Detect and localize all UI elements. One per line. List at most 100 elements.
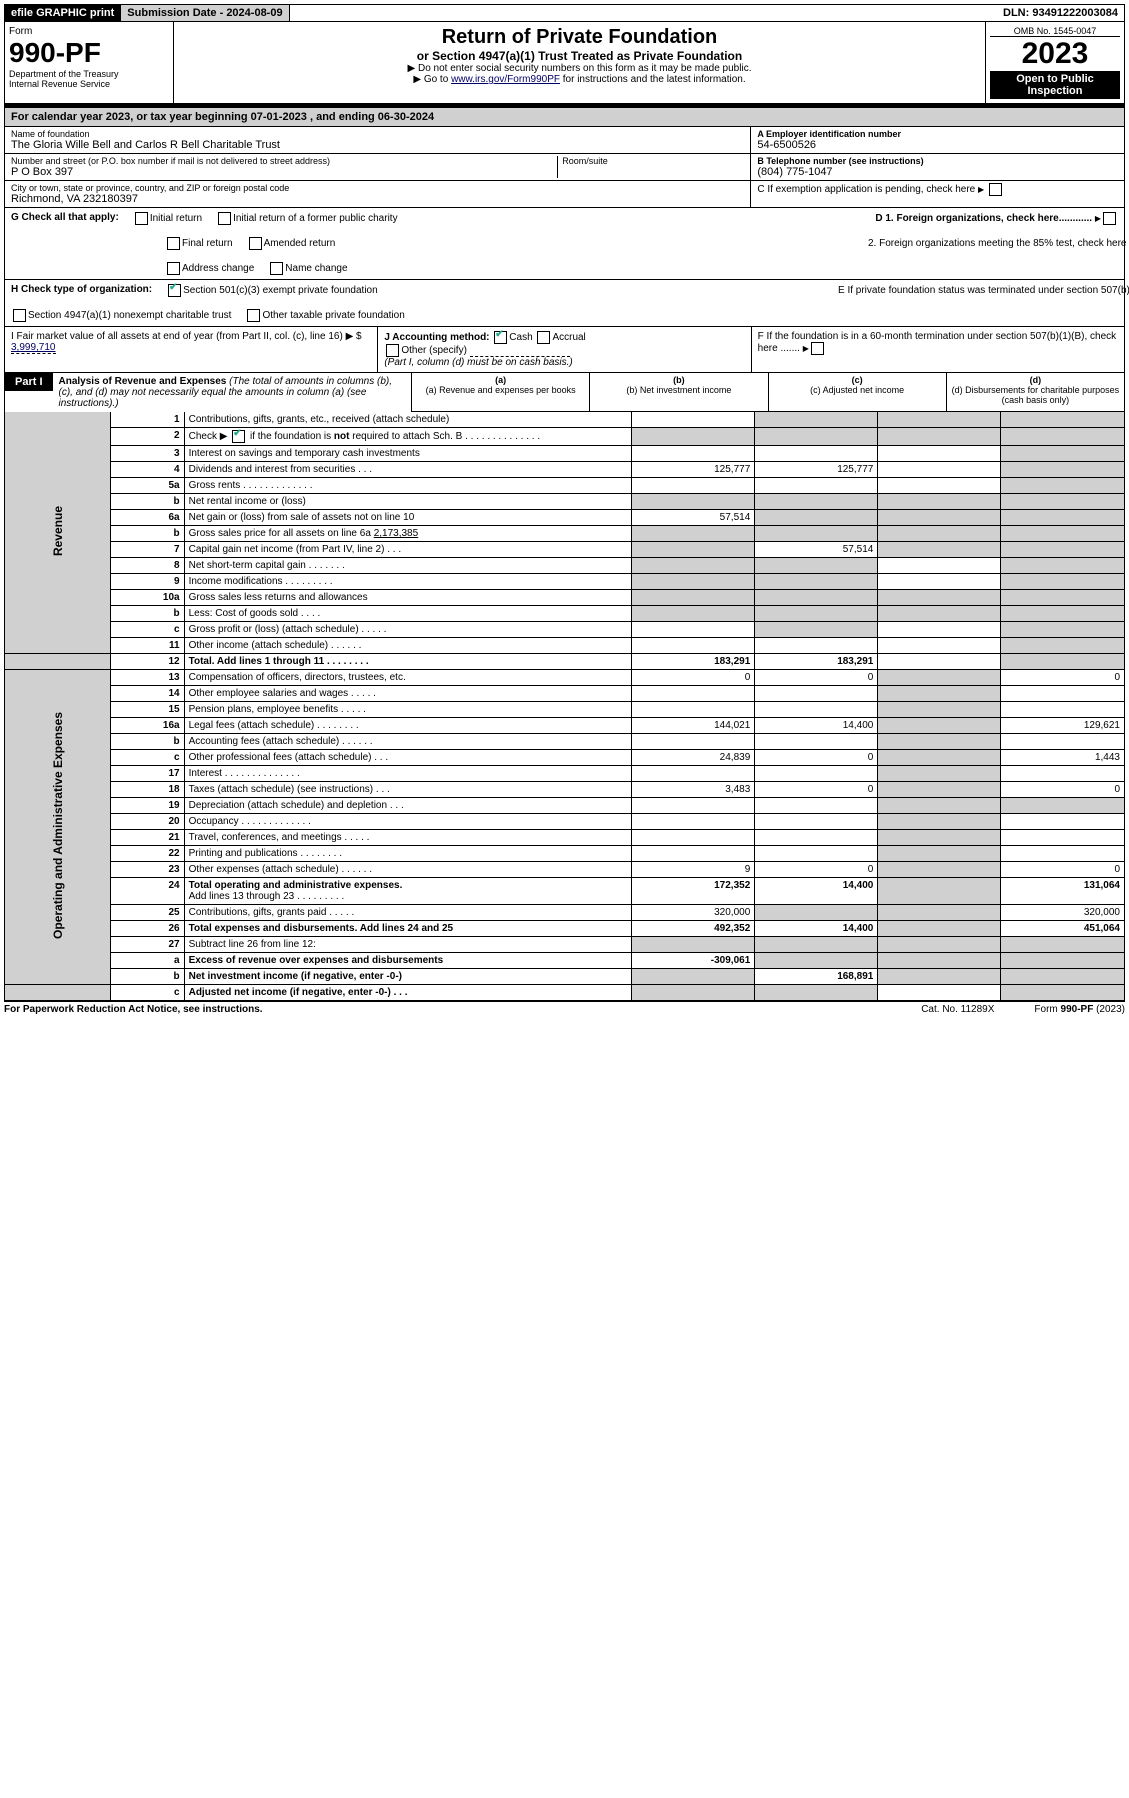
j-accrual-checkbox[interactable]	[537, 331, 550, 344]
r4: Dividends and interest from securities .…	[184, 462, 632, 478]
h1-checkbox[interactable]	[168, 284, 181, 297]
ln: 11	[111, 638, 184, 654]
tax-year: 2023	[990, 37, 1120, 71]
r18: Taxes (attach schedule) (see instruction…	[184, 782, 632, 798]
ln: 18	[111, 782, 184, 798]
ln: 23	[111, 862, 184, 878]
col-d-text: (d) Disbursements for charitable purpose…	[952, 385, 1120, 405]
arrow-icon	[1095, 213, 1101, 224]
d1-checkbox[interactable]	[1103, 212, 1116, 225]
r5a: Gross rents . . . . . . . . . . . . .	[184, 478, 632, 494]
ln: b	[111, 526, 184, 542]
r6b-pre: Gross sales price for all assets on line…	[189, 528, 371, 539]
ln: 9	[111, 574, 184, 590]
part1-header: Part I Analysis of Revenue and Expenses …	[5, 373, 1124, 412]
r27c: Adjusted net income (if negative, enter …	[184, 985, 632, 1001]
g5: Address change	[182, 263, 254, 274]
ln: 2	[111, 428, 184, 446]
g5-checkbox[interactable]	[167, 262, 180, 275]
part1-table: Revenue 1Contributions, gifts, grants, e…	[5, 412, 1124, 1001]
g4-checkbox[interactable]	[249, 237, 262, 250]
ln: c	[111, 622, 184, 638]
j-accrual: Accrual	[552, 332, 585, 343]
goto-post: for instructions and the latest informat…	[563, 74, 746, 85]
i-label: I Fair market value of all assets at end…	[11, 331, 362, 342]
dept-2: Internal Revenue Service	[9, 79, 169, 89]
form-label: Form	[9, 26, 169, 37]
f-checkbox[interactable]	[811, 342, 824, 355]
r24: Total operating and administrative expen…	[184, 878, 632, 905]
r2: Check ▶ if the foundation is not require…	[184, 428, 632, 446]
ln: b	[111, 969, 184, 985]
ein-label: A Employer identification number	[757, 129, 1118, 139]
ln: b	[111, 606, 184, 622]
c-text: C If exemption application is pending, c…	[757, 184, 975, 195]
ln: 17	[111, 766, 184, 782]
ln: 16a	[111, 718, 184, 734]
r16ca: 24,839	[632, 750, 755, 766]
r10c: Gross profit or (loss) (attach schedule)…	[184, 622, 632, 638]
g2-checkbox[interactable]	[218, 212, 231, 225]
r27aa: -309,061	[632, 953, 755, 969]
i-value-link[interactable]: 3,999,710	[11, 342, 56, 354]
r6b-val: 2,173,385	[374, 528, 419, 539]
ln: 5a	[111, 478, 184, 494]
h2-checkbox[interactable]	[13, 309, 26, 322]
col-c-text: (c) Adjusted net income	[810, 385, 904, 395]
r18b: 0	[755, 782, 878, 798]
r24vb: 14,400	[755, 878, 878, 905]
ij-row: I Fair market value of all assets at end…	[4, 327, 1125, 373]
r27: Subtract line 26 from line 12:	[184, 937, 632, 953]
ln: c	[111, 750, 184, 766]
form-number: 990-PF	[9, 37, 169, 69]
j-other-checkbox[interactable]	[386, 344, 399, 357]
side-revenue: Revenue	[51, 506, 65, 556]
g3-checkbox[interactable]	[167, 237, 180, 250]
g6-checkbox[interactable]	[270, 262, 283, 275]
r7b: 57,514	[755, 542, 878, 558]
r9: Income modifications . . . . . . . . .	[184, 574, 632, 590]
ln: 3	[111, 446, 184, 462]
g1-checkbox[interactable]	[135, 212, 148, 225]
g6: Name change	[285, 263, 347, 274]
ln: a	[111, 953, 184, 969]
r25: Contributions, gifts, grants paid . . . …	[184, 905, 632, 921]
r16aa: 144,021	[632, 718, 755, 734]
r5b: Net rental income or (loss)	[184, 494, 632, 510]
r16ab: 14,400	[755, 718, 878, 734]
r4a: 125,777	[632, 462, 755, 478]
city-label: City or town, state or province, country…	[11, 183, 744, 193]
irs-link[interactable]: www.irs.gov/Form990PF	[451, 74, 560, 85]
r26: Total expenses and disbursements. Add li…	[184, 921, 632, 937]
r16cd: 1,443	[1001, 750, 1124, 766]
ln: 22	[111, 846, 184, 862]
j-cash-checkbox[interactable]	[494, 331, 507, 344]
col-c: (c)(c) Adjusted net income	[769, 373, 947, 412]
form-subtitle: or Section 4947(a)(1) Trust Treated as P…	[178, 49, 981, 63]
col-b-text: (b) Net investment income	[626, 385, 731, 395]
r23b: 0	[755, 862, 878, 878]
foundation-name: The Gloria Wille Bell and Carlos R Bell …	[11, 139, 744, 151]
ln: 15	[111, 702, 184, 718]
r8: Net short-term capital gain . . . . . . …	[184, 558, 632, 574]
r10b: Less: Cost of goods sold . . . .	[184, 606, 632, 622]
form-header: Form 990-PF Department of the Treasury I…	[4, 22, 1125, 104]
calendar-bar: For calendar year 2023, or tax year begi…	[4, 108, 1125, 127]
addr-label: Number and street (or P.O. box number if…	[11, 156, 557, 166]
g3: Final return	[182, 238, 233, 249]
h2: Section 4947(a)(1) nonexempt charitable …	[28, 310, 231, 321]
j-note: (Part I, column (d) must be on cash basi…	[384, 357, 572, 368]
r2-checkbox[interactable]	[232, 430, 245, 443]
ein: 54-6500526	[757, 139, 1118, 151]
r3: Interest on savings and temporary cash i…	[184, 446, 632, 462]
r27bb: 168,891	[755, 969, 878, 985]
r20: Occupancy . . . . . . . . . . . . .	[184, 814, 632, 830]
r1: Contributions, gifts, grants, etc., rece…	[184, 412, 632, 428]
goto-pre: ▶ Go to	[413, 74, 451, 85]
r26a: 492,352	[632, 921, 755, 937]
e-text: E If private foundation status was termi…	[838, 285, 1129, 296]
col-a: (a)(a) Revenue and expenses per books	[412, 373, 590, 412]
r16ad: 129,621	[1001, 718, 1124, 734]
c-checkbox[interactable]	[989, 183, 1002, 196]
h3-checkbox[interactable]	[247, 309, 260, 322]
